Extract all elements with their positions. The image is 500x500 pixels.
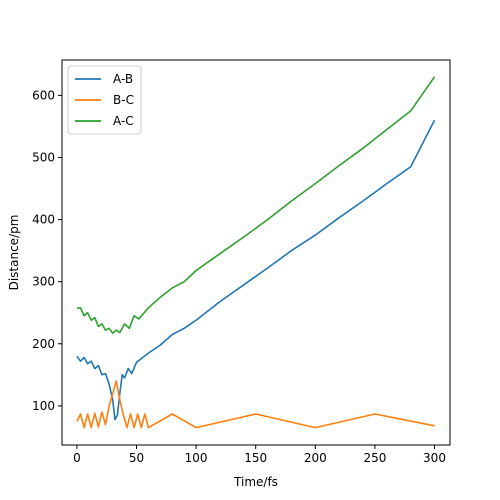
series-layer: [76, 76, 436, 429]
x-tick-label: 100: [185, 451, 208, 465]
y-tick-label: 600: [32, 88, 55, 102]
legend: A-B B-C A-C: [67, 65, 142, 135]
y-tick-label: 400: [32, 213, 55, 227]
x-tick-label: 0: [73, 451, 81, 465]
series-line-a-c: [76, 76, 436, 335]
legend-label: A-C: [113, 114, 134, 128]
x-tick-label: 250: [363, 451, 386, 465]
legend-box: [67, 65, 142, 135]
series-line-a-b: [76, 119, 436, 421]
y-axis-label: Distance/pm: [7, 215, 21, 291]
y-tick-label: 500: [32, 150, 55, 164]
y-tick-label: 100: [32, 399, 55, 413]
x-axis-ticks: 0 50 100 150 200 250 300: [73, 445, 446, 465]
y-tick-label: 200: [32, 337, 55, 351]
x-tick-label: 300: [423, 451, 446, 465]
legend-label: A-B: [113, 72, 133, 86]
y-tick-label: 300: [32, 275, 55, 289]
legend-label: B-C: [113, 93, 134, 107]
y-axis-ticks: 100 200 300 400 500 600: [32, 88, 62, 413]
x-axis-label: Time/fs: [233, 475, 278, 489]
series-line-b-c: [76, 380, 435, 429]
x-tick-label: 150: [244, 451, 267, 465]
x-tick-label: 200: [304, 451, 327, 465]
x-tick-label: 50: [129, 451, 144, 465]
